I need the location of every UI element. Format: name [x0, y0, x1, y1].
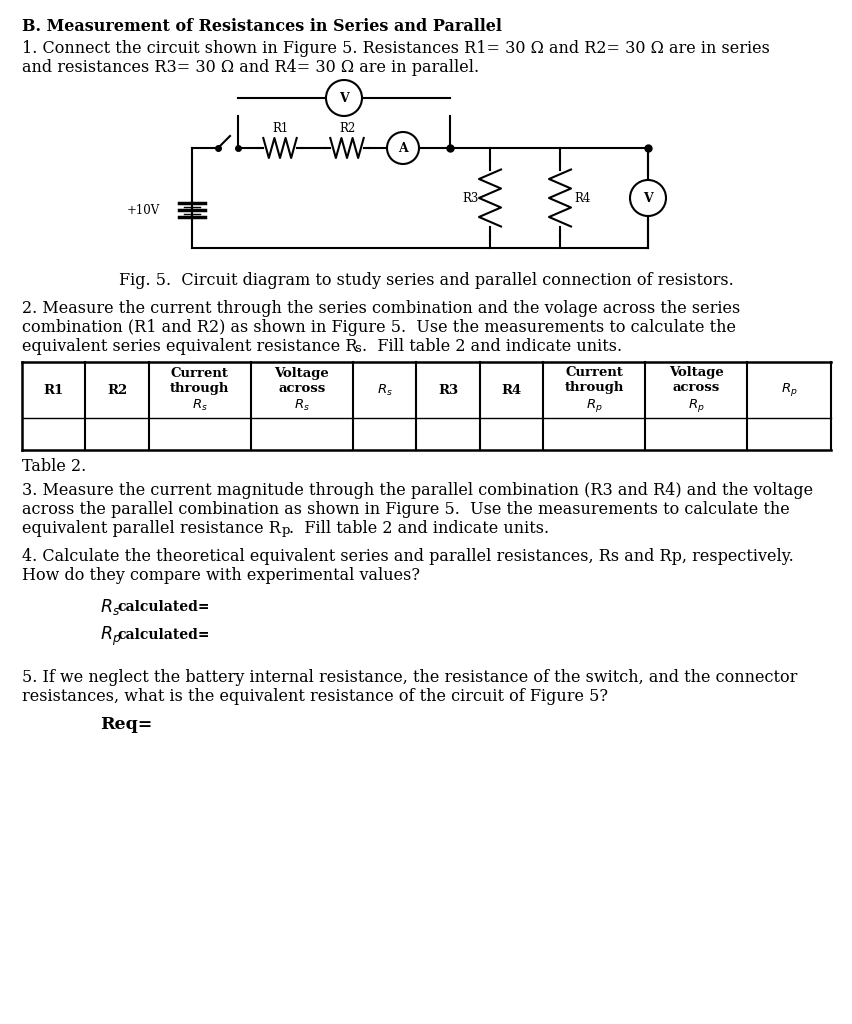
- Text: calculated=: calculated=: [117, 628, 210, 642]
- Text: across the parallel combination as shown in Figure 5.  Use the measurements to c: across the parallel combination as shown…: [22, 501, 789, 518]
- Text: .  Fill table 2 and indicate units.: . Fill table 2 and indicate units.: [361, 338, 621, 355]
- Text: R1: R1: [272, 122, 288, 135]
- Text: V: V: [339, 91, 348, 104]
- Text: combination (R1 and R2) as shown in Figure 5.  Use the measurements to calculate: combination (R1 and R2) as shown in Figu…: [22, 319, 735, 336]
- Text: Voltage
across
$R_s$: Voltage across $R_s$: [274, 367, 329, 413]
- Text: equivalent parallel resistance R: equivalent parallel resistance R: [22, 520, 280, 537]
- Text: R3: R3: [437, 384, 458, 396]
- Text: 5. If we neglect the battery internal resistance, the resistance of the switch, : 5. If we neglect the battery internal re…: [22, 669, 797, 686]
- Text: R4: R4: [501, 384, 521, 396]
- Text: +10V: +10V: [127, 204, 160, 216]
- Text: R4: R4: [573, 191, 590, 205]
- Text: Voltage
across
$R_p$: Voltage across $R_p$: [668, 366, 722, 414]
- Text: 3. Measure the current magnitude through the parallel combination (R3 and R4) an: 3. Measure the current magnitude through…: [22, 482, 812, 499]
- Text: V: V: [642, 191, 652, 205]
- Text: 4. Calculate the theoretical equivalent series and parallel resistances, Rs and : 4. Calculate the theoretical equivalent …: [22, 548, 793, 565]
- Text: and resistances R3= 30 Ω and R4= 30 Ω are in parallel.: and resistances R3= 30 Ω and R4= 30 Ω ar…: [22, 59, 479, 76]
- Text: s: s: [354, 342, 360, 355]
- Text: Req=: Req=: [100, 716, 153, 733]
- Circle shape: [630, 180, 665, 216]
- Text: Table 2.: Table 2.: [22, 458, 86, 475]
- Text: Fig. 5.  Circuit diagram to study series and parallel connection of resistors.: Fig. 5. Circuit diagram to study series …: [119, 272, 733, 289]
- Text: $R_s$: $R_s$: [100, 597, 120, 617]
- Text: $R_s$: $R_s$: [377, 382, 392, 397]
- Text: 1. Connect the circuit shown in Figure 5. Resistances R1= 30 Ω and R2= 30 Ω are : 1. Connect the circuit shown in Figure 5…: [22, 40, 769, 57]
- Text: B. Measurement of Resistances in Series and Parallel: B. Measurement of Resistances in Series …: [22, 18, 501, 35]
- Text: calculated=: calculated=: [117, 600, 210, 614]
- Text: How do they compare with experimental values?: How do they compare with experimental va…: [22, 567, 419, 584]
- Circle shape: [325, 80, 361, 116]
- Text: Current
through
$R_s$: Current through $R_s$: [170, 367, 229, 413]
- Text: p: p: [282, 524, 290, 537]
- Text: .  Fill table 2 and indicate units.: . Fill table 2 and indicate units.: [289, 520, 549, 537]
- Text: equivalent series equivalent resistance R: equivalent series equivalent resistance …: [22, 338, 357, 355]
- Text: R2: R2: [338, 122, 354, 135]
- Circle shape: [387, 132, 418, 164]
- Text: R1: R1: [43, 384, 64, 396]
- Text: 2. Measure the current through the series combination and the volage across the : 2. Measure the current through the serie…: [22, 300, 740, 317]
- Text: $R_p$: $R_p$: [780, 382, 797, 398]
- Text: A: A: [398, 141, 407, 155]
- Text: R3: R3: [462, 191, 478, 205]
- Text: Current
through
$R_p$: Current through $R_p$: [564, 366, 623, 414]
- Text: resistances, what is the equivalent resistance of the circuit of Figure 5?: resistances, what is the equivalent resi…: [22, 688, 607, 705]
- Text: R2: R2: [106, 384, 127, 396]
- Text: $R_p$: $R_p$: [100, 625, 121, 648]
